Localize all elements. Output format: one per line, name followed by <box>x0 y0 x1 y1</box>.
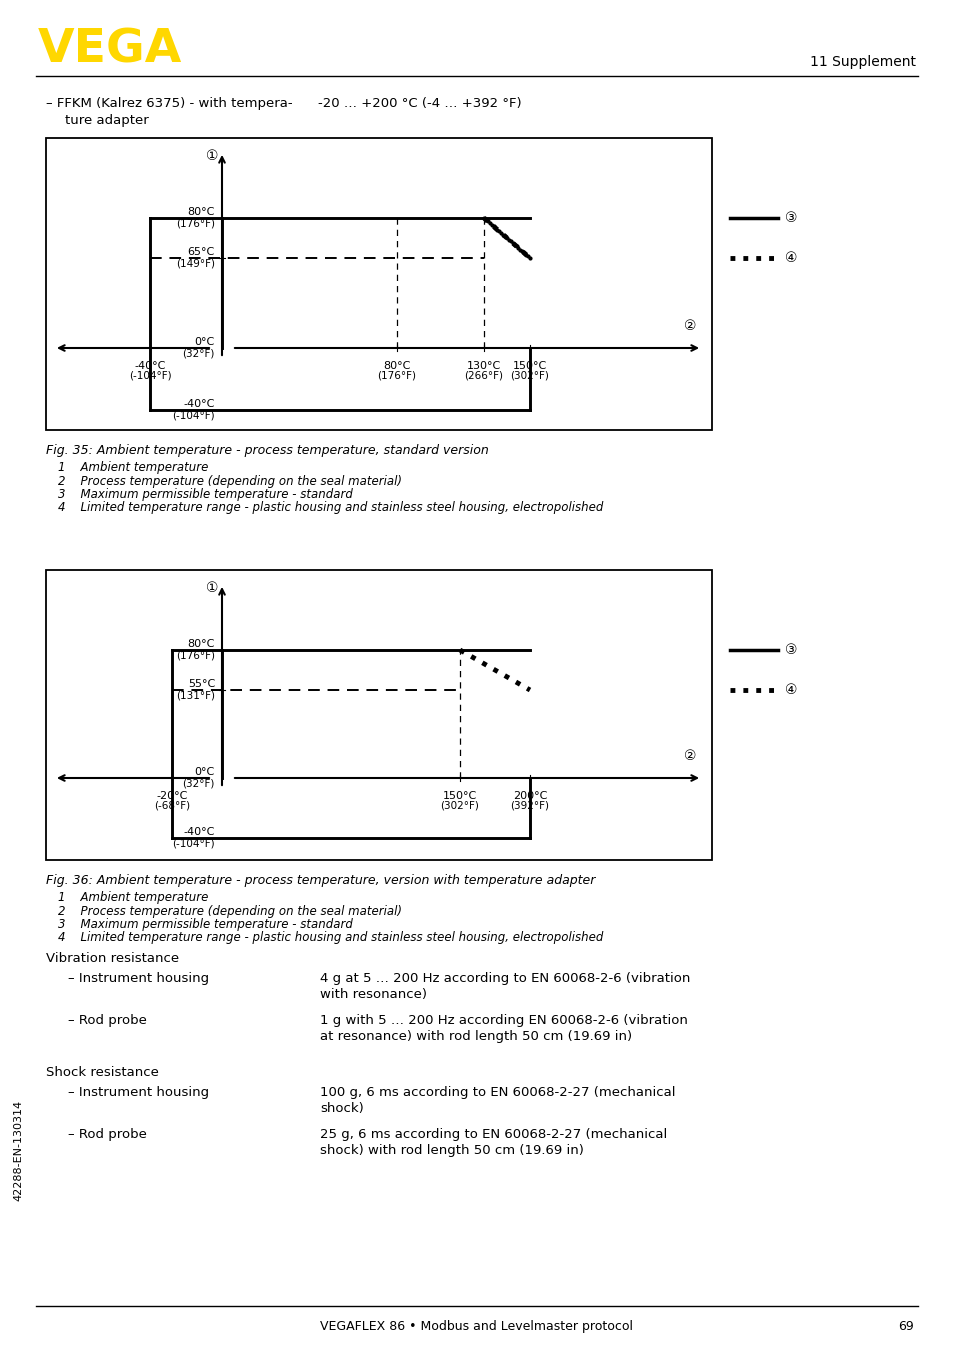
Text: (32°F): (32°F) <box>182 779 214 789</box>
Text: 80°C: 80°C <box>188 639 214 649</box>
Text: (266°F): (266°F) <box>464 371 503 380</box>
Text: Fig. 35: Ambient temperature - process temperature, standard version: Fig. 35: Ambient temperature - process t… <box>46 444 488 458</box>
Text: 2    Process temperature (depending on the seal material): 2 Process temperature (depending on the … <box>58 474 401 487</box>
Text: ③: ③ <box>784 211 797 225</box>
Text: (302°F): (302°F) <box>510 371 549 380</box>
Text: – Instrument housing: – Instrument housing <box>68 1086 209 1099</box>
Text: 69: 69 <box>898 1320 913 1332</box>
Text: with resonance): with resonance) <box>319 988 427 1001</box>
Text: 55°C: 55°C <box>188 678 214 689</box>
Text: 100 g, 6 ms according to EN 60068-2-27 (mechanical: 100 g, 6 ms according to EN 60068-2-27 (… <box>319 1086 675 1099</box>
Text: VEGAFLEX 86 • Modbus and Levelmaster protocol: VEGAFLEX 86 • Modbus and Levelmaster pro… <box>320 1320 633 1332</box>
Text: 1 g with 5 … 200 Hz according EN 60068-2-6 (vibration: 1 g with 5 … 200 Hz according EN 60068-2… <box>319 1014 687 1026</box>
Text: (-104°F): (-104°F) <box>172 839 214 849</box>
Text: shock): shock) <box>319 1102 363 1114</box>
Text: (-104°F): (-104°F) <box>129 371 172 380</box>
Text: (176°F): (176°F) <box>175 651 214 661</box>
Text: at resonance) with rod length 50 cm (19.69 in): at resonance) with rod length 50 cm (19.… <box>319 1030 632 1043</box>
Text: 4    Limited temperature range - plastic housing and stainless steel housing, el: 4 Limited temperature range - plastic ho… <box>58 932 602 945</box>
Text: 1    Ambient temperature: 1 Ambient temperature <box>58 460 208 474</box>
Text: shock) with rod length 50 cm (19.69 in): shock) with rod length 50 cm (19.69 in) <box>319 1144 583 1158</box>
Text: ②: ② <box>683 320 696 333</box>
Text: 200°C: 200°C <box>513 791 547 802</box>
Text: (-104°F): (-104°F) <box>172 412 214 421</box>
Text: Fig. 36: Ambient temperature - process temperature, version with temperature ada: Fig. 36: Ambient temperature - process t… <box>46 873 595 887</box>
Text: 0°C: 0°C <box>194 766 214 777</box>
Text: (392°F): (392°F) <box>510 802 549 811</box>
Text: 3    Maximum permissible temperature - standard: 3 Maximum permissible temperature - stan… <box>58 487 353 501</box>
Text: 2    Process temperature (depending on the seal material): 2 Process temperature (depending on the … <box>58 904 401 918</box>
Text: ③: ③ <box>784 643 797 657</box>
Text: -20°C: -20°C <box>156 791 188 802</box>
Text: – Rod probe: – Rod probe <box>68 1128 147 1141</box>
Text: ④: ④ <box>784 250 797 265</box>
Text: 0°C: 0°C <box>194 337 214 347</box>
Text: 150°C: 150°C <box>442 791 476 802</box>
Text: 11 Supplement: 11 Supplement <box>809 56 915 69</box>
Text: – Instrument housing: – Instrument housing <box>68 972 209 984</box>
Text: -40°C: -40°C <box>183 399 214 409</box>
Text: 80°C: 80°C <box>188 207 214 217</box>
Text: 42288-EN-130314: 42288-EN-130314 <box>13 1099 23 1201</box>
Text: (131°F): (131°F) <box>175 691 214 701</box>
Text: ture adapter: ture adapter <box>65 114 149 127</box>
Text: 4    Limited temperature range - plastic housing and stainless steel housing, el: 4 Limited temperature range - plastic ho… <box>58 501 602 515</box>
Text: 1    Ambient temperature: 1 Ambient temperature <box>58 891 208 904</box>
Text: (302°F): (302°F) <box>440 802 479 811</box>
Text: – FFKM (Kalrez 6375) - with tempera-: – FFKM (Kalrez 6375) - with tempera- <box>46 97 293 110</box>
Text: ②: ② <box>683 749 696 764</box>
Bar <box>46 570 711 860</box>
Bar <box>46 138 711 431</box>
Text: (149°F): (149°F) <box>175 259 214 269</box>
Text: 3    Maximum permissible temperature - standard: 3 Maximum permissible temperature - stan… <box>58 918 353 932</box>
Text: ④: ④ <box>784 682 797 697</box>
Text: (32°F): (32°F) <box>182 349 214 359</box>
Text: (176°F): (176°F) <box>175 219 214 229</box>
Text: ①: ① <box>206 149 218 162</box>
Text: 65°C: 65°C <box>188 246 214 257</box>
Text: 4 g at 5 … 200 Hz according to EN 60068-2-6 (vibration: 4 g at 5 … 200 Hz according to EN 60068-… <box>319 972 690 984</box>
Text: Vibration resistance: Vibration resistance <box>46 952 179 965</box>
Text: -40°C: -40°C <box>183 827 214 837</box>
Text: (176°F): (176°F) <box>377 371 416 380</box>
Text: Shock resistance: Shock resistance <box>46 1066 159 1079</box>
Text: -40°C: -40°C <box>134 362 166 371</box>
Text: 25 g, 6 ms according to EN 60068-2-27 (mechanical: 25 g, 6 ms according to EN 60068-2-27 (m… <box>319 1128 666 1141</box>
Text: -20 … +200 °C (-4 … +392 °F): -20 … +200 °C (-4 … +392 °F) <box>317 97 521 110</box>
Text: 130°C: 130°C <box>466 362 500 371</box>
Text: VEGA: VEGA <box>38 27 182 73</box>
Text: ①: ① <box>206 581 218 594</box>
Text: 150°C: 150°C <box>513 362 547 371</box>
Text: 80°C: 80°C <box>383 362 410 371</box>
Text: – Rod probe: – Rod probe <box>68 1014 147 1026</box>
Text: (-68°F): (-68°F) <box>153 802 190 811</box>
